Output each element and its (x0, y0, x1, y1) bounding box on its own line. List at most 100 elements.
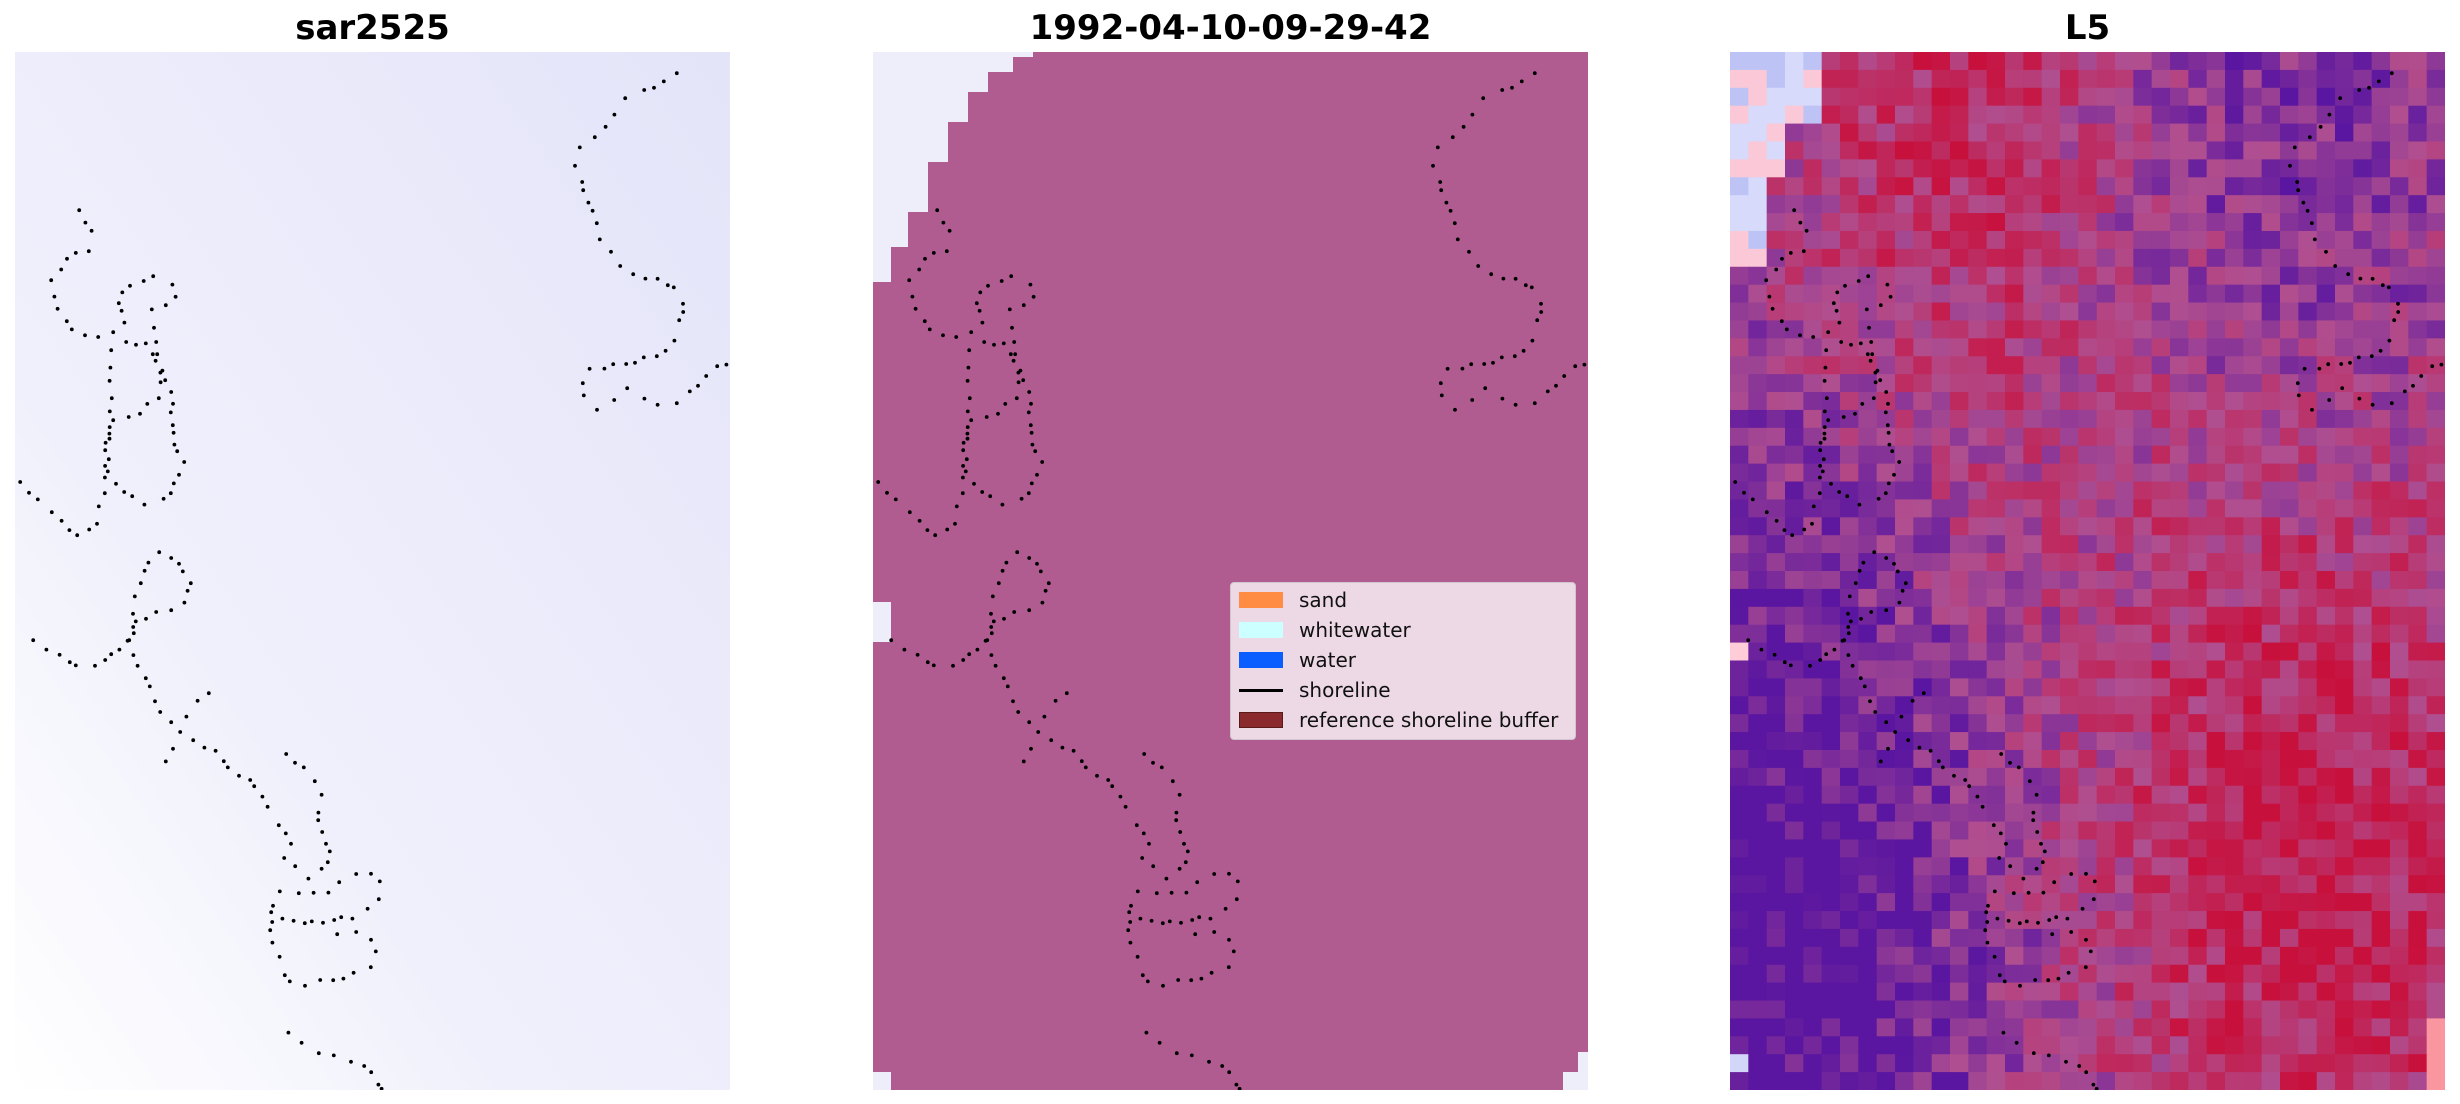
shoreline-point (1991, 823, 1996, 828)
shoreline-point (268, 928, 273, 933)
shoreline-point (1992, 954, 1997, 959)
shoreline-point (132, 594, 137, 599)
shoreline-point (141, 279, 146, 283)
shoreline-point (2387, 338, 2392, 343)
shoreline-point (935, 208, 940, 213)
shoreline-point (52, 294, 57, 299)
shoreline-point (282, 973, 287, 978)
shoreline-point (2027, 779, 2032, 784)
shoreline-point (163, 378, 168, 383)
shoreline-point (2327, 112, 2332, 117)
shoreline-point (2039, 841, 2043, 846)
shoreline-point (155, 352, 160, 357)
shoreline-point (277, 889, 282, 894)
shoreline-point (2080, 906, 2085, 911)
shoreline-point (163, 759, 168, 764)
shoreline-point (1831, 301, 1836, 306)
shoreline-point (296, 891, 301, 896)
shoreline-point (1535, 318, 1540, 323)
shoreline-point (1884, 556, 1889, 560)
shoreline-point (365, 906, 370, 911)
shoreline-point (2088, 949, 2093, 954)
shoreline-point (131, 625, 136, 629)
shoreline-point (1026, 410, 1031, 415)
shoreline-point (2026, 890, 2031, 895)
shoreline-point (2348, 360, 2352, 365)
legend-swatch-reference-buffer (1239, 712, 1283, 728)
shoreline-point (1850, 663, 1855, 668)
shoreline-point (1857, 568, 1862, 573)
shoreline-point (1790, 533, 1795, 538)
shoreline-point (2296, 393, 2301, 398)
shoreline-point (696, 383, 700, 388)
shoreline-point (1011, 699, 1015, 704)
shoreline-point (65, 256, 69, 261)
shoreline-point (602, 366, 607, 371)
shoreline-point (171, 401, 175, 406)
shoreline-point (131, 631, 136, 636)
shoreline-point (724, 362, 729, 367)
shoreline-point (580, 381, 585, 386)
shoreline-point (1126, 928, 1131, 933)
shoreline-point (963, 469, 968, 474)
shoreline-point (1003, 402, 1008, 406)
shoreline-point (1884, 720, 1889, 725)
shoreline-point (966, 365, 971, 370)
shoreline-point (1159, 765, 1164, 770)
shoreline-point (913, 306, 918, 311)
shoreline-point (1438, 180, 1443, 184)
shoreline-point (965, 431, 970, 436)
shoreline-point (2392, 318, 2397, 323)
shoreline-point (1179, 920, 1183, 925)
shoreline-point (339, 915, 344, 920)
shoreline-point (1818, 464, 1822, 468)
shoreline-point (221, 759, 226, 764)
shoreline-point (369, 871, 373, 876)
shoreline-point (1190, 918, 1195, 922)
shoreline-point (1997, 973, 2002, 978)
shoreline-point (1195, 880, 1200, 885)
shoreline-point (1893, 730, 1898, 734)
shoreline-point (972, 481, 976, 486)
shoreline-point (1019, 496, 1024, 501)
shoreline-point (1500, 88, 1505, 92)
shoreline-point (655, 402, 660, 407)
shoreline-point (171, 481, 176, 486)
shoreline-point (1193, 932, 1198, 937)
shoreline-point (1227, 937, 1231, 942)
shoreline-point (326, 890, 331, 895)
shoreline-point (335, 932, 340, 937)
shoreline-point (1189, 1053, 1194, 1058)
shoreline-point (1208, 916, 1213, 921)
shoreline-point (284, 752, 289, 756)
ndwi-image-panel (1730, 52, 2445, 1090)
shoreline-point (687, 389, 692, 394)
shoreline-point (2084, 1070, 2089, 1075)
legend-label-reference-buffer: reference shoreline buffer (1299, 708, 1559, 732)
shoreline-point (1060, 745, 1065, 750)
shoreline-point (1985, 940, 1990, 945)
shoreline-point (67, 660, 72, 665)
shoreline-point (2296, 188, 2301, 193)
shoreline-point (1530, 338, 1535, 343)
shoreline-point (319, 866, 324, 871)
shoreline-point (1824, 396, 1829, 401)
shoreline-point (2004, 841, 2008, 846)
shoreline-point (109, 652, 114, 657)
shoreline-point (169, 720, 174, 725)
shoreline-point (2369, 354, 2374, 359)
shoreline-point (1861, 560, 1866, 565)
shoreline-point (117, 647, 122, 652)
shoreline-point (1118, 794, 1123, 799)
shoreline-point (2031, 810, 2036, 815)
shoreline-point (1826, 418, 1831, 423)
shoreline-point (577, 145, 582, 150)
shoreline-point (947, 228, 952, 233)
shoreline-point (1845, 494, 1850, 499)
shoreline-point (2091, 1082, 2096, 1087)
shoreline-point (969, 330, 974, 335)
shoreline-point (624, 362, 629, 366)
shoreline-point (306, 876, 311, 881)
shoreline-point (270, 920, 275, 924)
shoreline-point (2317, 366, 2322, 371)
